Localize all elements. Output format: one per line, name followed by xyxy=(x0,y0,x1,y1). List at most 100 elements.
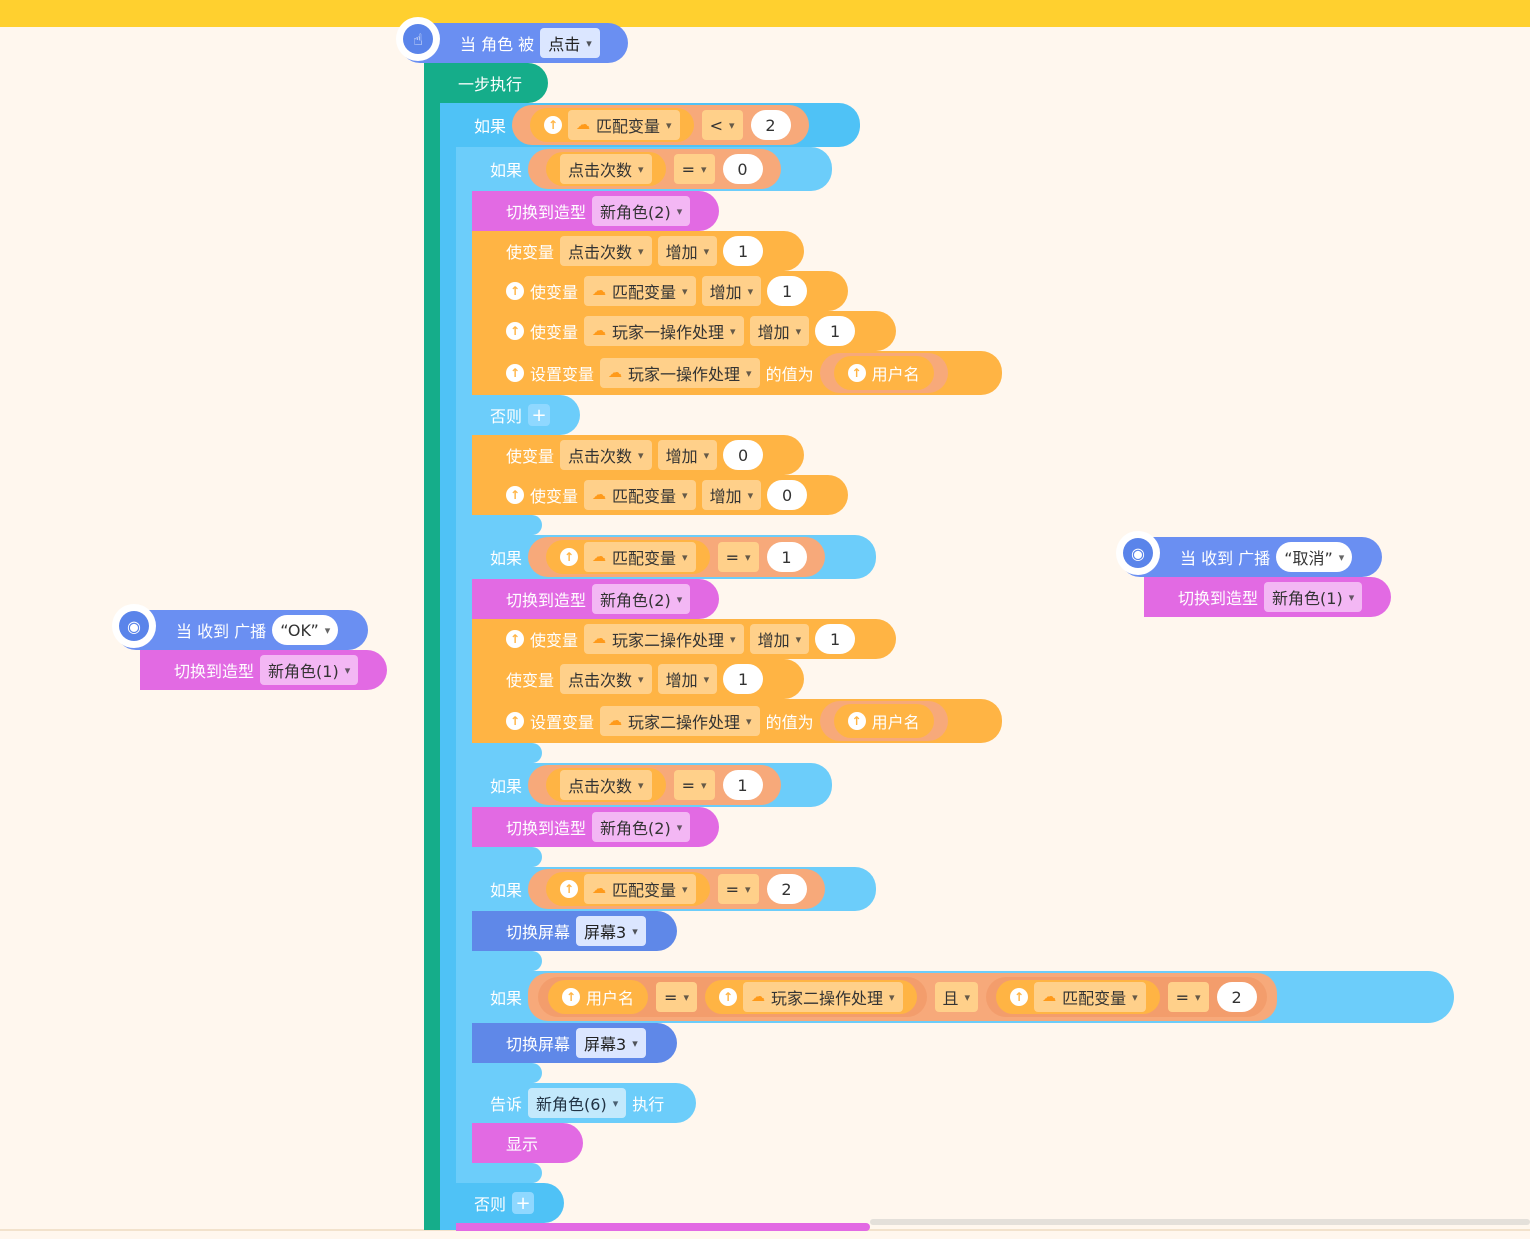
variable-dropdown[interactable]: ☁ 玩家一操作处理 ▾ xyxy=(600,358,760,388)
when-receive-broadcast-cancel-hat[interactable]: ◉ 当 收到 广播 “取消” ▾ xyxy=(1116,531,1382,577)
variable-dropdown[interactable]: ☁ 玩家二操作处理 ▾ xyxy=(742,982,903,1012)
number-input[interactable]: 2 xyxy=(750,110,791,140)
operator-dropdown[interactable]: = ▾ xyxy=(717,542,759,572)
change-variable-block[interactable]: 使变量 点击次数 ▾ 增加 ▾ 1 xyxy=(472,659,804,699)
operator-dropdown[interactable]: = ▾ xyxy=(717,874,759,904)
mode-dropdown[interactable]: 增加 ▾ xyxy=(749,624,810,654)
costume-dropdown[interactable]: 新角色(2) ▾ xyxy=(592,584,691,614)
variable-dropdown[interactable]: ☁ 玩家二操作处理 ▾ xyxy=(584,624,744,654)
partially-visible-block[interactable] xyxy=(456,1223,870,1231)
variable-dropdown[interactable]: 点击次数 ▾ xyxy=(560,440,652,470)
if-clicks-eq-0[interactable]: 如果 点击次数 ▾ = ▾ 0 xyxy=(456,147,832,191)
mode-dropdown[interactable]: 增加 ▾ xyxy=(657,440,718,470)
variable-dropdown[interactable]: ☁ 匹配变量 ▾ xyxy=(584,276,696,306)
operator-dropdown[interactable]: = ▾ xyxy=(673,770,715,800)
sprite-dropdown[interactable]: 新角色(6) ▾ xyxy=(528,1088,627,1118)
operator-dropdown[interactable]: = ▾ xyxy=(1167,982,1209,1012)
variable-dropdown[interactable]: 点击次数 ▾ xyxy=(560,236,652,266)
cloud-variable-reporter[interactable]: ↑ ☁ 玩家二操作处理 ▾ xyxy=(704,980,917,1014)
variable-dropdown[interactable]: ☁ 匹配变量 ▾ xyxy=(568,110,680,140)
switch-costume-block[interactable]: 切换到造型 新角色(2) ▾ xyxy=(472,807,719,847)
cloud-variable-reporter[interactable]: ↑ ☁ 匹配变量 ▾ xyxy=(530,108,694,142)
if-username-and-match[interactable]: 如果 ↑ 用户名 = ▾ ↑ ☁ 玩家二操作处理 ▾ 且 ▾ ↑ ☁ 匹配变量 ▾ = ▾ 2 xyxy=(456,971,1454,1023)
variable-dropdown[interactable]: ☁ 匹配变量 ▾ xyxy=(584,542,696,572)
mode-dropdown[interactable]: 增加 ▾ xyxy=(749,316,810,346)
logic-dropdown[interactable]: 且 ▾ xyxy=(934,982,979,1012)
change-variable-block[interactable]: 使变量 点击次数 ▾ 增加 ▾ 1 xyxy=(472,231,804,271)
change-variable-block[interactable]: 使变量 点击次数 ▾ 增加 ▾ 0 xyxy=(472,435,804,475)
switch-costume-block[interactable]: 切换到造型 新角色(2) ▾ xyxy=(472,191,719,231)
operator-dropdown[interactable]: = ▾ xyxy=(656,982,697,1012)
message-dropdown[interactable]: “OK” ▾ xyxy=(272,615,339,645)
cloud-variable-reporter[interactable]: ↑ ☁ 匹配变量 ▾ xyxy=(546,872,710,906)
cloud-variable-reporter[interactable]: ↑ ☁ 匹配变量 ▾ xyxy=(546,540,710,574)
username-reporter[interactable]: ↑ 用户名 xyxy=(548,980,649,1014)
plus-icon[interactable]: + xyxy=(512,1192,535,1214)
operator-dropdown[interactable]: = ▾ xyxy=(673,154,715,184)
switch-screen-block[interactable]: 切换屏幕 屏幕3 ▾ xyxy=(472,911,677,951)
number-input[interactable]: 1 xyxy=(815,316,856,346)
username-reporter[interactable]: ↑ 用户名 xyxy=(833,356,934,390)
number-input[interactable]: 1 xyxy=(767,276,808,306)
variable-reporter[interactable]: 点击次数 ▾ xyxy=(546,768,666,802)
costume-dropdown[interactable]: 新角色(1) ▾ xyxy=(1264,582,1363,612)
number-input[interactable]: 0 xyxy=(723,440,764,470)
costume-dropdown[interactable]: 新角色(1) ▾ xyxy=(260,655,359,685)
change-cloud-variable-block[interactable]: ↑ 使变量 ☁ 匹配变量 ▾ 增加 ▾ 1 xyxy=(472,271,848,311)
change-cloud-variable-block[interactable]: ↑ 使变量 ☁ 玩家二操作处理 ▾ 增加 ▾ 1 xyxy=(472,619,896,659)
variable-dropdown[interactable]: 点击次数 ▾ xyxy=(560,664,652,694)
change-cloud-variable-block[interactable]: ↑ 使变量 ☁ 玩家一操作处理 ▾ 增加 ▾ 1 xyxy=(472,311,896,351)
message-dropdown[interactable]: “取消” ▾ xyxy=(1276,542,1353,572)
number-input[interactable]: 1 xyxy=(815,624,856,654)
screen-dropdown[interactable]: 屏幕3 ▾ xyxy=(576,916,646,946)
if-match-eq-2[interactable]: 如果 ↑ ☁ 匹配变量 ▾ = ▾ 2 xyxy=(456,867,876,911)
when-sprite-clicked-hat[interactable]: ☝ 当 角色 被 点击 ▾ xyxy=(396,17,628,63)
when-receive-broadcast-ok-hat[interactable]: ◉ 当 收到 广播 “OK” ▾ xyxy=(112,604,368,650)
cloud-variable-reporter[interactable]: ↑ ☁ 匹配变量 ▾ xyxy=(996,980,1160,1014)
plus-icon[interactable]: + xyxy=(528,404,551,426)
switch-screen-block[interactable]: 切换屏幕 屏幕3 ▾ xyxy=(472,1023,677,1063)
costume-dropdown[interactable]: 新角色(2) ▾ xyxy=(592,196,691,226)
if-match-lt-2[interactable]: 如果 ↑ ☁ 匹配变量 ▾ < ▾ 2 xyxy=(440,103,860,147)
number-input[interactable]: 1 xyxy=(723,664,764,694)
change-cloud-variable-block[interactable]: ↑ 使变量 ☁ 匹配变量 ▾ 增加 ▾ 0 xyxy=(472,475,848,515)
if-clicks-eq-1[interactable]: 如果 点击次数 ▾ = ▾ 1 xyxy=(456,763,832,807)
number-input[interactable]: 1 xyxy=(722,770,763,800)
event-dropdown[interactable]: 点击 ▾ xyxy=(540,28,600,58)
variable-dropdown[interactable]: ☁ 匹配变量 ▾ xyxy=(1034,982,1146,1012)
costume-dropdown[interactable]: 新角色(2) ▾ xyxy=(592,812,691,842)
switch-costume-block[interactable]: 切换到造型 新角色(1) ▾ xyxy=(140,650,387,690)
mode-dropdown[interactable]: 增加 ▾ xyxy=(657,664,718,694)
set-cloud-variable-block[interactable]: ↑ 设置变量 ☁ 玩家一操作处理 ▾ 的值为 ↑ 用户名 xyxy=(472,351,1002,395)
number-input[interactable]: 2 xyxy=(1216,982,1257,1012)
else-label[interactable]: 否则 + xyxy=(456,395,580,435)
screen-dropdown[interactable]: 屏幕3 ▾ xyxy=(576,1028,646,1058)
mode-dropdown[interactable]: 增加 ▾ xyxy=(701,480,762,510)
number-input[interactable]: 0 xyxy=(722,154,763,184)
variable-dropdown[interactable]: 点击次数 ▾ xyxy=(560,154,652,184)
variable-reporter[interactable]: 点击次数 ▾ xyxy=(546,152,666,186)
variable-dropdown[interactable]: ☁ 玩家一操作处理 ▾ xyxy=(584,316,744,346)
switch-costume-block[interactable]: 切换到造型 新角色(2) ▾ xyxy=(472,579,719,619)
number-input[interactable]: 2 xyxy=(766,874,807,904)
if-match-eq-1[interactable]: 如果 ↑ ☁ 匹配变量 ▾ = ▾ 1 xyxy=(456,535,876,579)
set-cloud-variable-block[interactable]: ↑ 设置变量 ☁ 玩家二操作处理 ▾ 的值为 ↑ 用户名 xyxy=(472,699,1002,743)
tell-sprite-block[interactable]: 告诉 新角色(6) ▾ 执行 xyxy=(456,1083,696,1123)
horizontal-scrollbar[interactable] xyxy=(870,1219,1530,1225)
operator-dropdown[interactable]: < ▾ xyxy=(701,110,743,140)
else-label[interactable]: 否则 + xyxy=(440,1183,564,1223)
switch-costume-block[interactable]: 切换到造型 新角色(1) ▾ xyxy=(1144,577,1391,617)
show-block[interactable]: 显示 xyxy=(472,1123,583,1163)
variable-dropdown[interactable]: 点击次数 ▾ xyxy=(560,770,652,800)
step-execute-block[interactable]: 一步执行 xyxy=(424,63,548,103)
variable-dropdown[interactable]: ☁ 玩家二操作处理 ▾ xyxy=(600,706,760,736)
number-input[interactable]: 1 xyxy=(723,236,764,266)
username-reporter[interactable]: ↑ 用户名 xyxy=(833,704,934,738)
variable-dropdown[interactable]: ☁ 匹配变量 ▾ xyxy=(584,874,696,904)
number-input[interactable]: 1 xyxy=(766,542,807,572)
mode-dropdown[interactable]: 增加 ▾ xyxy=(657,236,718,266)
variable-dropdown[interactable]: ☁ 匹配变量 ▾ xyxy=(584,480,696,510)
number-input[interactable]: 0 xyxy=(767,480,808,510)
mode-dropdown[interactable]: 增加 ▾ xyxy=(701,276,762,306)
broadcast-icon: ◉ xyxy=(112,604,156,648)
